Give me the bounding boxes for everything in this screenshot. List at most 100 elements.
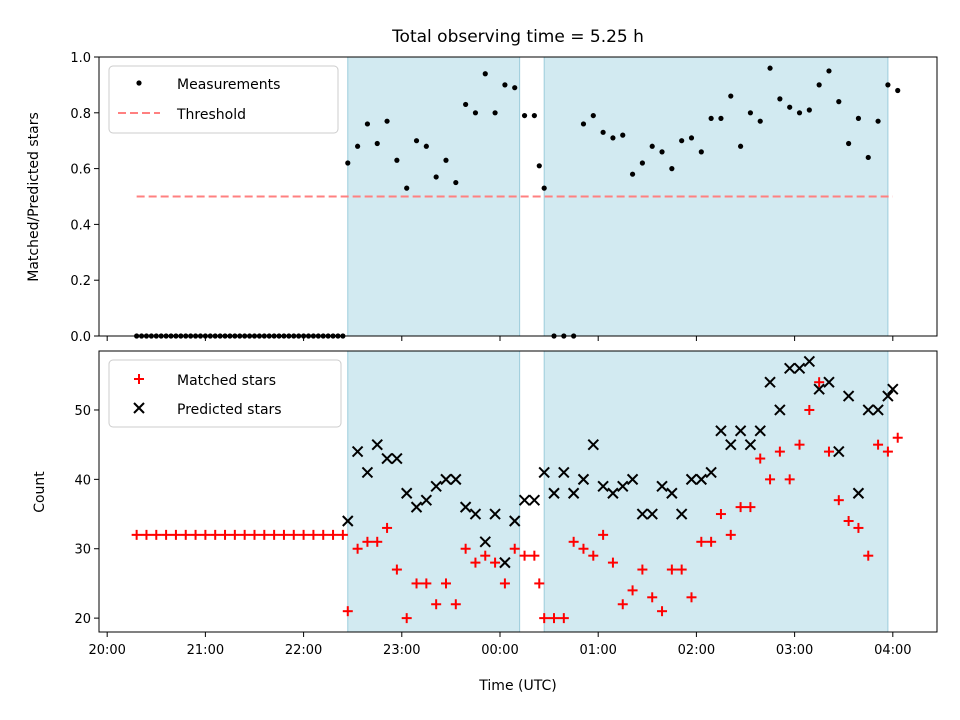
- matched-star-point: [578, 543, 589, 554]
- matched-star-point: [480, 550, 491, 561]
- matched-star-point: [239, 529, 250, 540]
- predicted-star-point: [440, 473, 452, 486]
- matched-star-point: [558, 613, 569, 624]
- measurement-point: [394, 157, 400, 163]
- bottom-panel: 20 30 40 50 20:00 21:00 22:00 23:00 00:00 01:00 0…: [32, 350, 938, 694]
- predicted-star-point: [489, 508, 501, 520]
- matched-star-point: [308, 529, 319, 540]
- measurement-point: [846, 140, 852, 147]
- legend-predicted-label: Predicted stars: [177, 402, 282, 418]
- y-tick-label: 0.8: [70, 107, 91, 122]
- predicted-star-point: [538, 466, 550, 479]
- top-y-ticks: 0.0 0.2 0.4 0.6 0.8 1.0: [70, 51, 99, 345]
- matched-star-point: [617, 599, 628, 610]
- predicted-star-point: [617, 480, 629, 493]
- bottom-y-axis-label: Count: [32, 471, 48, 513]
- bottom-legend-box: [108, 359, 342, 428]
- measurement-point: [679, 138, 685, 144]
- measurement-point: [757, 118, 763, 124]
- matched-star-point: [774, 446, 785, 457]
- measurement-point: [659, 149, 665, 155]
- measurement-point: [384, 118, 390, 124]
- matched-star-point: [421, 578, 432, 589]
- matched-star-point: [131, 529, 142, 540]
- matched-star-point: [342, 606, 353, 617]
- predicted-star-point: [803, 355, 816, 368]
- measurement-point: [355, 143, 361, 149]
- predicted-star-point: [430, 480, 442, 493]
- measurement-point: [472, 110, 479, 116]
- matched-star-point: [298, 529, 309, 540]
- predicted-star-point: [587, 438, 599, 451]
- matched-stars-points: [131, 377, 903, 624]
- y-tick-label: 0.4: [70, 218, 91, 233]
- predicted-star-point: [882, 390, 894, 402]
- measurement-point: [521, 112, 528, 119]
- y-tick-label: 0.6: [70, 163, 91, 178]
- matched-star-point: [588, 550, 599, 561]
- measurement-point: [787, 104, 793, 110]
- bottom-plot-frame: [98, 350, 938, 633]
- matched-star-point: [499, 578, 510, 589]
- top-plot-frame: [98, 56, 938, 337]
- matched-star-point: [190, 529, 201, 540]
- matched-star-point: [745, 502, 756, 513]
- measurement-point: [453, 179, 459, 186]
- measurement-point: [649, 143, 655, 149]
- matched-star-point: [490, 557, 501, 568]
- measurement-point: [413, 138, 420, 144]
- predicted-star-point: [351, 445, 364, 458]
- legend-measurements-marker: [136, 80, 142, 86]
- matched-star-point: [715, 509, 726, 520]
- x-axis-label: Time (UTC): [478, 678, 556, 694]
- measurement-point: [536, 163, 542, 169]
- measurement-point: [502, 82, 508, 88]
- measurement-point: [885, 82, 891, 88]
- measurement-point: [433, 174, 439, 180]
- predicted-star-point: [862, 404, 874, 416]
- x-tick-label: 02:00: [678, 643, 715, 658]
- measurement-point: [806, 107, 812, 113]
- top-panel: 0.0 0.2 0.4 0.6 0.8 1.0 Matched/Predicted sta…: [26, 51, 938, 345]
- predicted-star-point: [381, 452, 393, 465]
- measurement-point: [688, 135, 695, 141]
- predicted-star-point: [715, 425, 727, 437]
- measurement-point: [895, 87, 901, 94]
- matched-star-point: [568, 536, 579, 547]
- predicted-star-point: [342, 515, 354, 527]
- predicted-star-point: [666, 487, 678, 499]
- measurement-point: [629, 171, 636, 177]
- matched-star-point: [220, 529, 231, 540]
- legend-threshold-label: Threshold: [176, 107, 246, 123]
- measurement-point: [836, 99, 842, 105]
- legend-predicted-marker: [133, 402, 145, 414]
- x-tick-label: 21:00: [187, 643, 224, 658]
- measurement-point: [669, 166, 675, 172]
- matched-star-point: [823, 446, 834, 457]
- predicted-stars-points: [342, 355, 899, 569]
- measurement-point: [865, 154, 871, 161]
- measurement-point: [600, 129, 606, 135]
- predicted-star-point: [793, 362, 806, 375]
- measurement-point: [639, 160, 645, 166]
- predicted-star-point: [695, 473, 708, 486]
- matched-star-point: [696, 536, 707, 547]
- predicted-star-point: [872, 404, 884, 416]
- matched-star-point: [352, 543, 363, 554]
- matched-star-point: [318, 529, 329, 540]
- predicted-star-point: [361, 466, 374, 479]
- predicted-star-point: [725, 438, 737, 451]
- matched-star-point: [259, 529, 270, 540]
- measurement-point: [826, 68, 832, 74]
- matched-star-point: [804, 404, 815, 415]
- x-tick-label: 03:00: [776, 643, 813, 658]
- measurement-point: [374, 140, 380, 147]
- predicted-star-point: [499, 556, 511, 569]
- chart-title: Total observing time = 5.25 h: [391, 27, 644, 47]
- matched-star-point: [814, 377, 825, 388]
- measurement-point: [796, 110, 803, 116]
- matched-star-point: [735, 502, 746, 513]
- predicted-star-point: [558, 466, 570, 479]
- matched-star-point: [833, 495, 844, 506]
- predicted-star-point: [813, 383, 825, 395]
